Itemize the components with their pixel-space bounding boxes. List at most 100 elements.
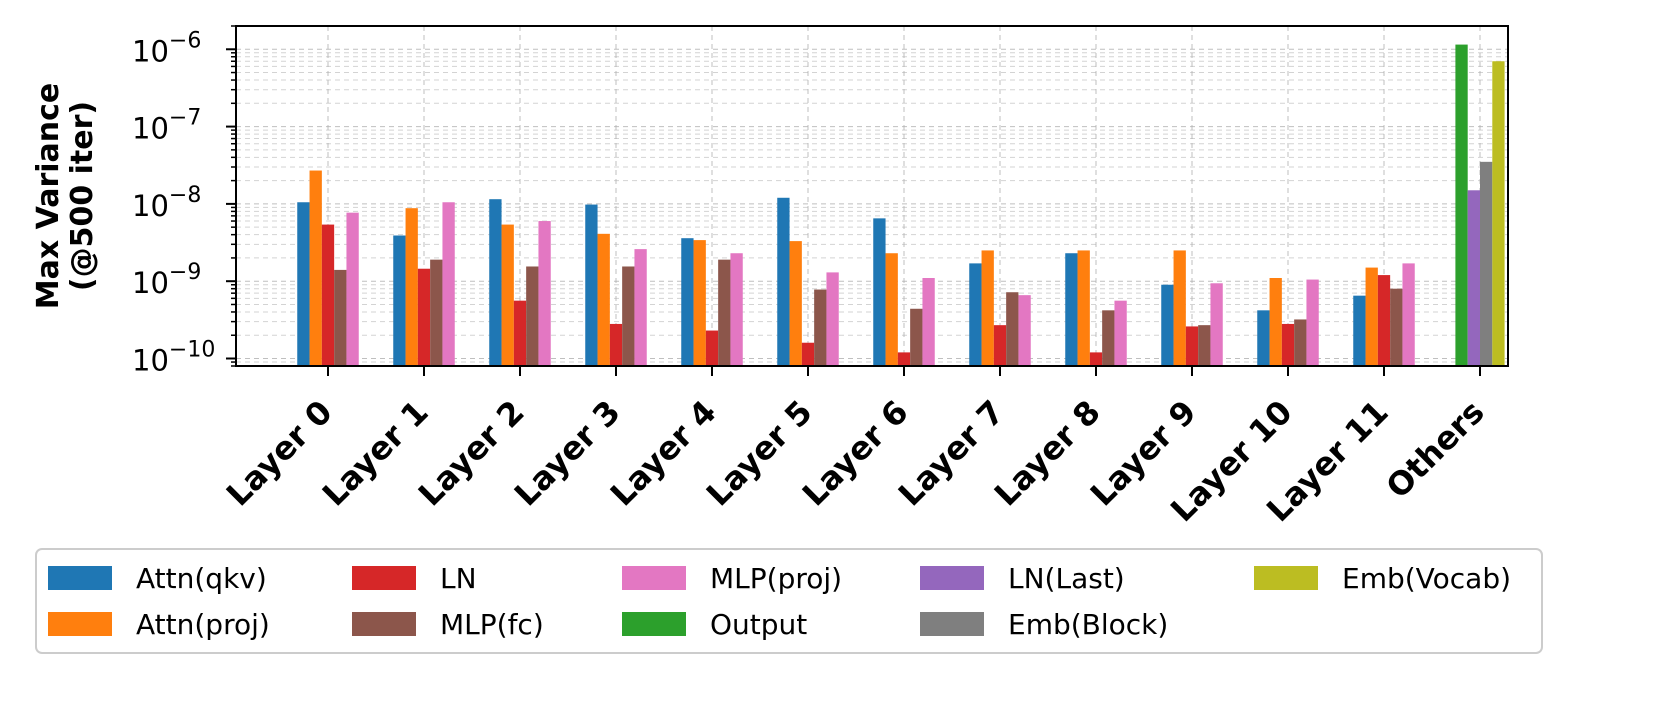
bar-layer-8-mlp-proj-	[1114, 300, 1127, 366]
x-tick-label: Layer 4	[603, 393, 724, 514]
bar-layer-2-mlp-proj-	[538, 221, 551, 366]
x-tick-label: Layer 8	[987, 393, 1108, 514]
legend-label: Attn(qkv)	[136, 562, 267, 595]
bar-layer-4-attn-proj-	[693, 240, 706, 366]
legend-swatch	[352, 566, 416, 590]
x-tick-label: Layer 0	[219, 393, 340, 514]
bar-layer-8-ln	[1089, 352, 1103, 366]
bar-layer-7-attn-qkv-	[969, 263, 982, 366]
bar-layer-0-mlp-fc-	[334, 269, 347, 366]
x-tick-label: Layer 6	[795, 393, 916, 514]
bar-layer-9-attn-proj-	[1173, 250, 1186, 366]
legend-swatch	[920, 566, 984, 590]
bar-layer-3-mlp-fc-	[622, 266, 635, 366]
bar-others-ln-last-	[1467, 190, 1480, 366]
bar-layer-8-attn-qkv-	[1065, 253, 1078, 366]
bar-layer-5-ln	[801, 342, 815, 366]
bar-layer-7-ln	[993, 325, 1007, 366]
x-tick-label: Layer 3	[507, 393, 628, 514]
x-tick-label: Layer 7	[891, 393, 1012, 514]
y-axis-label-group: Max Variance (@500 iter)	[31, 83, 100, 310]
legend-label: Output	[710, 608, 807, 641]
bar-layer-1-ln	[417, 268, 431, 366]
bars	[297, 44, 1505, 366]
y-axis-label: Max Variance (@500 iter)	[31, 83, 100, 310]
bar-layer-3-ln	[609, 323, 623, 366]
bar-layer-8-attn-proj-	[1077, 250, 1090, 366]
legend-swatch	[352, 612, 416, 636]
bar-layer-3-attn-proj-	[597, 233, 610, 366]
legend-label: LN	[440, 562, 477, 595]
bar-layer-9-mlp-proj-	[1210, 283, 1223, 366]
bar-layer-1-mlp-fc-	[430, 259, 443, 366]
bar-layer-7-attn-proj-	[981, 250, 994, 366]
legend-swatch	[1254, 566, 1318, 590]
bar-layer-4-attn-qkv-	[681, 238, 694, 366]
legend: Attn(qkv) Attn(proj) LN MLP(fc) MLP(proj) Out…	[35, 548, 1543, 654]
bar-layer-4-mlp-proj-	[730, 253, 743, 366]
bar-layer-11-mlp-fc-	[1390, 288, 1403, 366]
legend-swatch	[48, 612, 112, 636]
legend-swatch	[622, 612, 686, 636]
x-tick-label: Others	[1379, 393, 1492, 506]
legend-label: MLP(fc)	[440, 608, 544, 641]
y-tick-label: 10−9	[132, 260, 201, 300]
bar-others-output	[1455, 44, 1468, 366]
bar-layer-0-attn-qkv-	[297, 202, 310, 366]
bar-layer-10-attn-proj-	[1269, 277, 1282, 366]
y-axis-label-line: (@500 iter)	[65, 101, 100, 291]
bar-layer-0-attn-proj-	[309, 170, 322, 366]
x-tick-label: Layer 1	[315, 393, 436, 514]
bar-layer-5-mlp-proj-	[826, 272, 839, 366]
bar-layer-0-ln	[321, 224, 335, 366]
bar-layer-4-mlp-fc-	[718, 259, 731, 366]
legend-label: Emb(Vocab)	[1342, 562, 1511, 595]
bar-layer-10-mlp-fc-	[1294, 319, 1307, 366]
bar-layer-4-ln	[705, 330, 719, 366]
bar-layer-5-mlp-fc-	[814, 289, 827, 366]
bar-layer-3-attn-qkv-	[585, 204, 598, 366]
bar-others-emb-vocab-	[1492, 61, 1505, 366]
bar-layer-1-mlp-proj-	[442, 202, 455, 366]
bar-layer-1-attn-qkv-	[393, 235, 406, 366]
bar-layer-11-ln	[1377, 275, 1391, 366]
bar-layer-2-attn-qkv-	[489, 199, 502, 366]
bar-layer-6-attn-qkv-	[873, 218, 886, 366]
legend-label: Emb(Block)	[1008, 608, 1168, 641]
bar-layer-10-attn-qkv-	[1257, 310, 1270, 366]
bar-others-emb-block-	[1480, 161, 1493, 366]
bar-layer-10-ln	[1281, 323, 1295, 366]
y-tick-label: 10−6	[132, 28, 201, 68]
bar-layer-2-ln	[513, 300, 527, 366]
bar-layer-7-mlp-proj-	[1018, 295, 1031, 366]
x-tick-label: Layer 5	[699, 393, 820, 514]
legend-swatch	[920, 612, 984, 636]
y-axis-label-line: Max Variance	[31, 83, 66, 310]
legend-label: Attn(proj)	[136, 608, 270, 641]
y-tick-label: 10−10	[132, 338, 215, 378]
bar-layer-3-mlp-proj-	[634, 249, 647, 366]
bar-layer-9-ln	[1185, 326, 1199, 366]
legend-swatch	[48, 566, 112, 590]
bar-layer-9-mlp-fc-	[1198, 325, 1211, 366]
bar-layer-0-mlp-proj-	[346, 212, 359, 366]
y-tick-label: 10−7	[132, 106, 201, 146]
bar-layer-11-mlp-proj-	[1402, 263, 1415, 366]
bar-layer-9-attn-qkv-	[1161, 284, 1174, 366]
bar-layer-10-mlp-proj-	[1306, 279, 1319, 366]
y-tick-label: 10−8	[132, 183, 201, 223]
bar-layer-7-mlp-fc-	[1006, 292, 1019, 366]
bar-layer-11-attn-proj-	[1365, 267, 1378, 366]
bar-layer-2-attn-proj-	[501, 224, 514, 366]
bar-layer-11-attn-qkv-	[1353, 295, 1366, 366]
x-tick-label: Layer 2	[411, 393, 532, 514]
bar-layer-5-attn-proj-	[789, 241, 802, 366]
bar-layer-6-mlp-fc-	[910, 308, 923, 366]
bar-layer-1-attn-proj-	[405, 208, 418, 366]
bar-layer-2-mlp-fc-	[526, 266, 539, 366]
bar-layer-6-mlp-proj-	[922, 277, 935, 366]
legend-swatch	[622, 566, 686, 590]
bar-layer-6-attn-proj-	[885, 253, 898, 366]
bar-layer-8-mlp-fc-	[1102, 310, 1115, 366]
